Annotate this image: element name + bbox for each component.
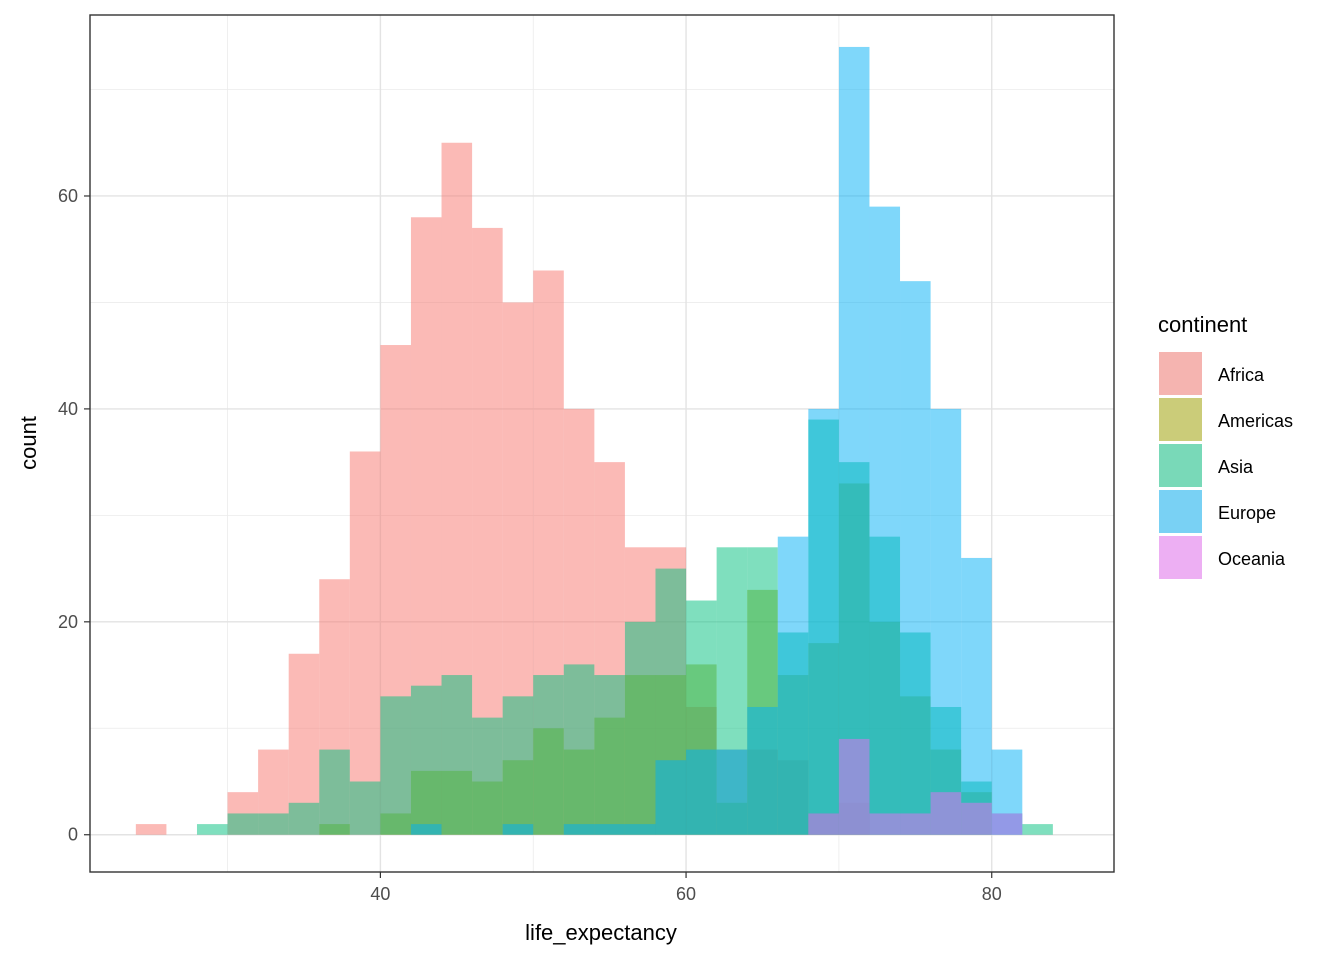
y-tick-label: 60: [58, 186, 78, 206]
bar-asia-44: [441, 675, 473, 835]
bar-oceania-70: [838, 738, 870, 835]
bar-africa-38: [349, 451, 381, 835]
bar-europe-76: [930, 408, 962, 835]
legend-swatch-asia: [1159, 444, 1202, 487]
bar-europe-62: [716, 749, 748, 835]
bar-oceania-76: [930, 792, 962, 835]
x-tick-label: 80: [982, 884, 1002, 904]
bar-europe-52: [563, 824, 595, 835]
bar-asia-38: [349, 781, 381, 835]
bar-asia-34: [288, 802, 320, 835]
bar-europe-48: [502, 824, 534, 835]
legend-title: continent: [1158, 312, 1247, 337]
bar-asia-48: [502, 696, 534, 835]
legend: continent Africa Americas Asia Europe Oceani…: [1158, 312, 1293, 579]
bar-europe-56: [624, 824, 656, 835]
bar-asia-40: [380, 696, 411, 835]
bar-europe-58: [655, 760, 687, 835]
series-europe: [410, 46, 1023, 835]
bar-asia-30: [227, 813, 259, 835]
bar-asia-32: [258, 813, 289, 835]
axis-ticks: 40 60 80 0 20 40 60: [58, 186, 1002, 904]
bar-asia-56: [624, 621, 656, 835]
series-oceania: [808, 738, 1023, 835]
legend-label-oceania: Oceania: [1218, 549, 1286, 569]
legend-swatch-europe: [1159, 490, 1202, 533]
bar-europe-78: [961, 557, 992, 835]
bar-europe-64: [747, 706, 778, 835]
bar-asia-54: [594, 675, 625, 835]
legend-swatch-americas: [1159, 398, 1202, 441]
bar-oceania-78: [961, 802, 992, 835]
bar-europe-72: [869, 206, 901, 835]
bar-oceania-74: [900, 813, 931, 835]
histogram-bars: [135, 46, 1053, 835]
bar-asia-46: [472, 717, 503, 835]
bar-europe-70: [838, 46, 870, 835]
y-tick-label: 0: [68, 825, 78, 845]
bar-asia-52: [563, 664, 595, 835]
bar-europe-60: [686, 749, 717, 835]
bar-asia-42: [410, 685, 442, 835]
bar-oceania-72: [869, 813, 901, 835]
bar-asia-28: [196, 824, 228, 835]
bar-europe-74: [900, 281, 931, 835]
bar-oceania-80: [991, 813, 1023, 835]
legend-label-europe: Europe: [1218, 503, 1276, 523]
y-axis-title: count: [16, 416, 41, 470]
legend-swatch-oceania: [1159, 536, 1202, 579]
y-tick-label: 20: [58, 612, 78, 632]
bar-asia-50: [533, 675, 564, 835]
panel-border: [89, 14, 1115, 873]
bar-europe-68: [808, 408, 839, 835]
bar-europe-66: [777, 536, 809, 835]
x-tick-label: 40: [370, 884, 390, 904]
legend-label-africa: Africa: [1218, 365, 1265, 385]
legend-label-americas: Americas: [1218, 411, 1293, 431]
bar-africa-24: [135, 824, 167, 835]
bar-europe-54: [594, 824, 625, 835]
y-tick-label: 40: [58, 399, 78, 419]
legend-swatch-africa: [1159, 352, 1202, 395]
x-tick-label: 60: [676, 884, 696, 904]
bar-asia-82: [1022, 824, 1053, 835]
legend-label-asia: Asia: [1218, 457, 1254, 477]
bar-oceania-68: [808, 813, 839, 835]
bar-asia-36: [319, 749, 350, 835]
x-axis-title: life_expectancy: [525, 920, 677, 945]
bar-europe-42: [410, 824, 442, 835]
